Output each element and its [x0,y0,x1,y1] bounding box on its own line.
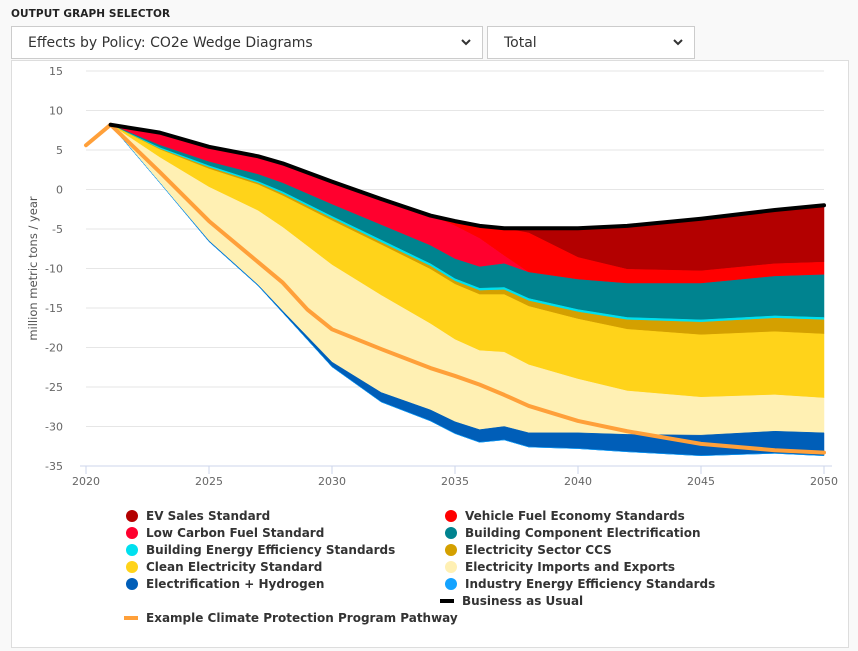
legend-label: Business as Usual [462,594,584,608]
legend-dot-swatch [126,544,138,556]
wedge-areas [110,124,825,456]
legend-item[interactable]: Building Energy Efficiency Standards [126,543,395,557]
legend-item[interactable]: Electricity Imports and Exports [445,560,675,574]
legend-dot-swatch [126,510,138,522]
legend-item[interactable]: Low Carbon Fuel Standard [126,526,324,540]
legend-dot-swatch [445,561,457,573]
legend-label: Electricity Imports and Exports [465,560,676,574]
legend-dot-swatch [126,578,138,590]
legend-dot-swatch [445,527,457,539]
legend-label: Vehicle Fuel Economy Standards [465,509,685,523]
x-tick-label: 2035 [441,475,469,488]
scope-select-value: Total [504,34,537,51]
y-tick-label: 15 [49,65,63,78]
x-tick-label: 2045 [687,475,715,488]
y-tick-label: 5 [56,144,63,157]
legend-label: Building Component Electrification [465,526,701,540]
y-tick-label: 10 [49,105,63,118]
legend-dot-swatch [445,578,457,590]
y-tick-label: -35 [45,460,63,473]
y-tick-label: -5 [52,223,63,236]
legend-label: Electrification + Hydrogen [146,577,325,591]
legend-label: Example Climate Protection Program Pathw… [146,611,458,625]
y-tick-label: -20 [45,342,63,355]
legend-item[interactable]: Example Climate Protection Program Pathw… [124,611,458,625]
y-tick-label: 0 [56,184,63,197]
legend-label: Building Energy Efficiency Standards [146,543,396,557]
axes: 15 10 5 0 -5 -10 -15 -20 -25 -30 -35 2020 2025 2030 20… [26,65,838,488]
legend-item[interactable]: Electrification + Hydrogen [126,577,324,591]
chevron-down-icon [461,39,471,46]
x-tick-label: 2050 [810,475,838,488]
y-tick-label: -15 [45,302,63,315]
wedge-industry-energy-efficiency-standards[interactable] [110,124,825,456]
legend-line-swatch [124,616,138,620]
legend-dot-swatch [126,561,138,573]
legend-item[interactable]: Electricity Sector CCS [445,543,612,557]
legend-line-swatch [440,599,454,603]
legend-dot-swatch [445,510,457,522]
legend-label: Clean Electricity Standard [146,560,323,574]
output-graph-selector-label: OUTPUT GRAPH SELECTOR [11,8,171,20]
legend-item[interactable]: EV Sales Standard [126,509,270,523]
x-tick-label: 2030 [318,475,346,488]
pathway-line[interactable] [84,122,826,455]
legend-dot-swatch [126,527,138,539]
legend-item[interactable]: Industry Energy Efficiency Standards [445,577,715,591]
legend-item[interactable]: Building Component Electrification [445,526,701,540]
y-axis-title: million metric tons / year [26,196,40,341]
legend-item[interactable]: Clean Electricity Standard [126,560,322,574]
x-tick-label: 2025 [195,475,223,488]
series-lines [84,122,826,455]
x-tick-label: 2040 [564,475,592,488]
legend-dot-swatch [445,544,457,556]
y-tick-label: -30 [45,421,63,434]
legend-label: Industry Energy Efficiency Standards [465,577,716,591]
scope-select[interactable]: Total [487,26,695,59]
bau-line[interactable] [108,122,826,231]
graph-type-select-value: Effects by Policy: CO2e Wedge Diagrams [28,34,313,51]
legend-item[interactable]: Business as Usual [440,594,583,608]
legend-item[interactable]: Vehicle Fuel Economy Standards [445,509,685,523]
legend-label: Electricity Sector CCS [465,543,612,557]
legend-label: Low Carbon Fuel Standard [146,526,325,540]
chevron-down-icon [673,39,683,46]
y-tick-label: -25 [45,381,63,394]
y-tick-label: -10 [45,263,63,276]
legend-label: EV Sales Standard [146,509,271,523]
graph-type-select[interactable]: Effects by Policy: CO2e Wedge Diagrams [11,26,483,59]
x-tick-label: 2020 [72,475,100,488]
